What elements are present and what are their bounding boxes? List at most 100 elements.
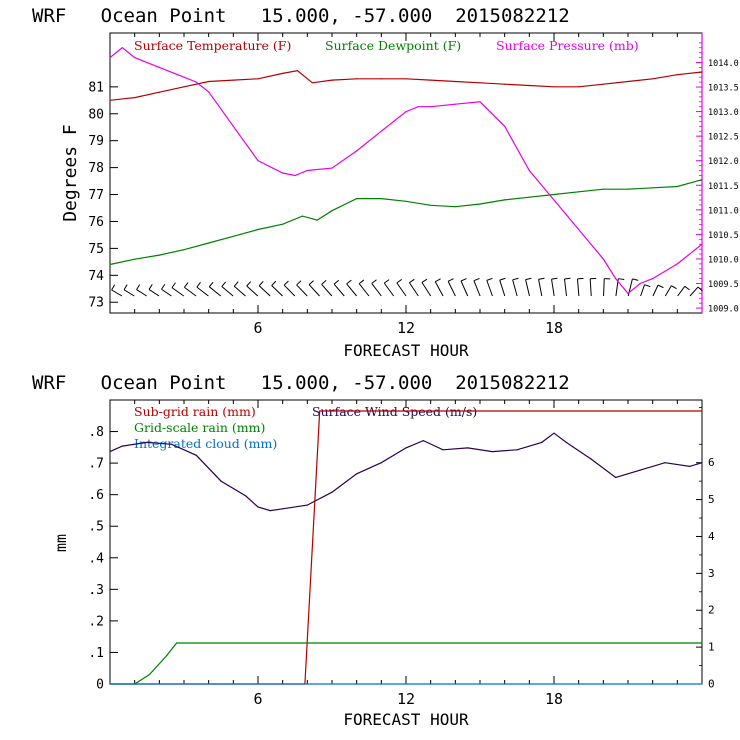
- wind-barb: [603, 278, 611, 297]
- top-y2-tick-label: 1012.0: [708, 157, 739, 167]
- wind-barb: [196, 282, 209, 297]
- top-data-point: [331, 210, 333, 212]
- wind-barb: [136, 284, 147, 297]
- bottom-y-tick-label: .4: [88, 551, 104, 566]
- top-data-point: [208, 91, 210, 93]
- bottom-legend: Sub-grid rain (mm)Grid-scale rain (mm)In…: [134, 404, 477, 451]
- bottom-data-point: [356, 473, 358, 475]
- bottom-x-axis-label: FORECAST HOUR: [343, 710, 469, 729]
- bottom-y-tick-label: .1: [88, 646, 104, 661]
- wind-barb: [111, 284, 123, 297]
- wind-barb: [499, 277, 506, 297]
- bottom-data-point: [109, 451, 111, 453]
- top-data-point: [134, 258, 136, 260]
- top-data-point: [331, 79, 333, 81]
- wind-barb: [664, 285, 677, 297]
- bottom-data-point: [701, 683, 703, 685]
- wind-barb: [447, 278, 456, 297]
- top-y2-tick-label: 1010.5: [708, 231, 739, 241]
- top-data-point: [356, 78, 358, 80]
- bottom-y2-tick-label: 5: [708, 493, 715, 506]
- top-legend: Surface Temperature (F) Surface Dewpoint …: [134, 38, 639, 53]
- wind-barb: [408, 278, 419, 297]
- top-data-point: [257, 160, 259, 162]
- wind-barb: [233, 281, 246, 297]
- bottom-data-point: [565, 441, 567, 443]
- top-data-point: [627, 292, 629, 294]
- top-y2-tick-label: 1009.5: [708, 280, 739, 290]
- bottom-legend-item: Integrated cloud (mm): [134, 436, 277, 451]
- top-data-point: [479, 101, 481, 103]
- bottom-y2-tick-label: 0: [708, 678, 715, 691]
- top-data-point: [109, 99, 111, 101]
- bottom-y2-tick-label: 2: [708, 604, 715, 617]
- bottom-y2-tick-label: 3: [708, 567, 715, 580]
- bottom-data-point: [442, 449, 444, 451]
- bottom-data-point: [269, 510, 271, 512]
- wind-barb: [148, 284, 160, 297]
- top-y2-tick-label: 1012.5: [708, 133, 739, 143]
- bottom-data-point: [422, 440, 424, 442]
- bottom-data-point: [553, 432, 555, 434]
- wind-barb: [161, 283, 172, 297]
- wind-barb: [358, 279, 370, 297]
- wind-barb: [512, 277, 519, 297]
- top-data-point: [282, 172, 284, 174]
- top-data-point: [232, 125, 234, 127]
- top-data-point: [183, 76, 185, 78]
- top-data-point: [602, 83, 604, 85]
- bottom-legend-item: Grid-scale rain (mm): [134, 420, 265, 435]
- top-data-point: [109, 263, 111, 266]
- wind-barb: [221, 281, 234, 297]
- bottom-data-point: [467, 447, 469, 449]
- top-series-line-0: [109, 70, 703, 101]
- top-data-point: [676, 263, 678, 265]
- top-data-point: [627, 80, 629, 83]
- top-y-tick-label: 75: [88, 242, 104, 257]
- top-data-point: [578, 191, 580, 193]
- top-y2-tick-label: 1011.5: [708, 182, 739, 192]
- bottom-data-point: [195, 454, 197, 456]
- top-data-point: [676, 185, 678, 188]
- top-data-point: [701, 243, 703, 245]
- top-data-point: [183, 249, 185, 251]
- wind-barb: [525, 277, 532, 297]
- top-legend-item: Surface Pressure (mb): [496, 38, 639, 53]
- top-data-point: [553, 86, 555, 88]
- bottom-data-point: [257, 506, 259, 508]
- top-data-point: [405, 200, 407, 202]
- top-data-point: [282, 72, 284, 74]
- top-data-point: [701, 71, 703, 73]
- top-data-point: [257, 78, 259, 80]
- wind-barb: [246, 281, 259, 297]
- wind-barb: [371, 279, 382, 297]
- bottom-data-point: [516, 449, 518, 451]
- bottom-data-point: [245, 495, 247, 497]
- top-chart-title: WRF Ocean Point 15.000, -57.000 20150822…: [32, 5, 570, 27]
- top-plot-frame: [109, 32, 703, 314]
- wind-barb: [538, 277, 545, 297]
- top-data-point: [652, 278, 654, 280]
- wind-barb: [333, 279, 345, 297]
- bottom-data-point: [590, 458, 592, 460]
- bottom-data-point: [319, 410, 321, 412]
- bottom-data-point: [491, 451, 493, 453]
- top-data-point: [296, 70, 299, 72]
- top-data-point: [504, 199, 506, 201]
- bottom-x-tick-label: 18: [545, 690, 563, 708]
- bottom-data-point: [171, 443, 173, 445]
- top-legend-item: Surface Temperature (F): [134, 38, 291, 53]
- bottom-y-tick-label: 0: [96, 678, 104, 693]
- top-data-point: [331, 167, 333, 169]
- top-data-point: [528, 169, 530, 172]
- bottom-data-point: [689, 465, 691, 467]
- top-y-tick-label: 80: [88, 107, 104, 122]
- top-data-point: [356, 150, 358, 152]
- top-data-point: [504, 83, 506, 85]
- top-data-point: [430, 204, 432, 206]
- top-data-point: [479, 203, 481, 205]
- wind-barb: [551, 277, 558, 297]
- top-data-point: [158, 91, 160, 93]
- wind-barb: [473, 277, 481, 297]
